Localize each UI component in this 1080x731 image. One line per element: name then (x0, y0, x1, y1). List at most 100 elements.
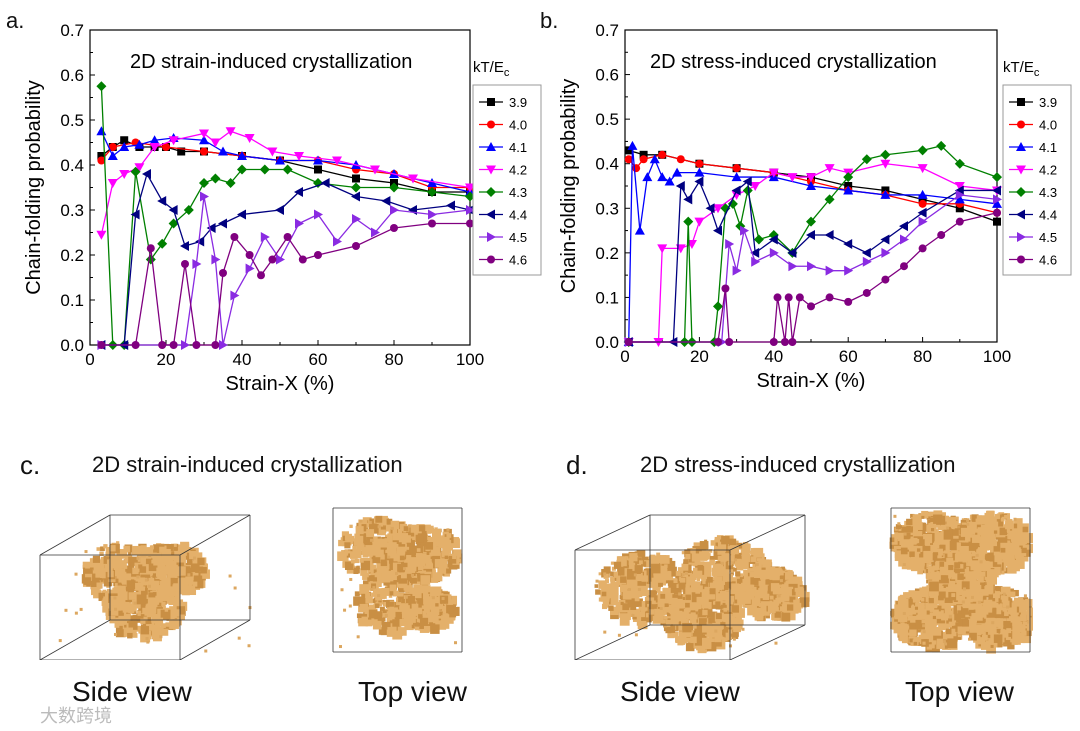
crystal-voxel (91, 573, 100, 582)
crystal-voxel (702, 624, 710, 633)
crystal-voxel (649, 609, 655, 615)
crystal-voxel (189, 550, 198, 560)
crystal-voxel (422, 570, 427, 574)
crystal-voxel (699, 551, 709, 561)
crystal-voxel (721, 553, 730, 561)
crystal-voxel (433, 572, 443, 582)
crystal-voxel (685, 642, 695, 652)
crystal-voxel (418, 525, 426, 532)
data-point (642, 172, 653, 182)
crystal-voxel (1025, 544, 1033, 553)
crystal-voxel (173, 564, 178, 570)
crystal-voxel (774, 611, 781, 618)
crystal-voxel (146, 608, 156, 618)
crystal-voxel (103, 544, 108, 549)
crystal-voxel (424, 586, 429, 592)
crystal-voxel (652, 584, 661, 593)
crystal-voxel (118, 585, 126, 593)
crystal-voxel (652, 615, 661, 624)
crystal-voxel (721, 535, 730, 545)
crystal-voxel (663, 615, 668, 620)
crystal-speck (114, 607, 118, 611)
crystal-voxel (123, 613, 131, 622)
crystal-voxel (1006, 528, 1010, 533)
crystal-speck (720, 561, 724, 565)
data-point (145, 254, 156, 265)
series-4.3 (623, 140, 1002, 347)
crystal-voxel (595, 589, 601, 595)
crystal-voxel (700, 569, 711, 580)
crystal-voxel (662, 569, 668, 574)
crystal-voxel (924, 636, 929, 641)
data-point (192, 341, 201, 349)
crystal-voxel (715, 613, 722, 620)
crystal-voxel (695, 588, 701, 594)
crystal-voxel (697, 548, 704, 555)
crystal-voxel (605, 583, 613, 591)
y-tick-label: 0.5 (60, 111, 84, 130)
crystal-voxel (716, 535, 724, 542)
crystal-voxel (641, 575, 648, 582)
data-point (219, 340, 228, 350)
crystal-voxel (386, 629, 395, 637)
crystal-voxel (616, 583, 620, 587)
crystal-voxel (909, 629, 917, 637)
data-point (352, 174, 360, 183)
crystal-voxel (389, 604, 395, 610)
crystal-voxel (132, 545, 142, 556)
data-point (844, 297, 853, 306)
crystal-speck (390, 526, 394, 530)
legend-label: 4.1 (509, 140, 527, 155)
crystal-voxel (157, 576, 161, 581)
crystal-voxel (438, 569, 443, 575)
crystal-voxel (648, 590, 656, 598)
crystal-voxel (931, 640, 937, 645)
crystal-voxel (720, 581, 729, 591)
data-point (954, 185, 964, 196)
crystal-speck (733, 558, 737, 562)
data-point (731, 185, 741, 196)
data-point (861, 247, 871, 258)
crystal-voxel (894, 604, 902, 612)
crystal-voxel (416, 607, 423, 614)
data-point (294, 152, 304, 161)
crystal-voxel (610, 580, 616, 586)
legend-label: 4.3 (509, 185, 527, 200)
crystal-voxel (149, 545, 154, 550)
data-point (881, 275, 890, 284)
crystal-voxel (389, 584, 397, 592)
crystal-speck (777, 594, 781, 598)
crystal-voxel (690, 587, 698, 595)
crystal-voxel (118, 558, 123, 563)
crystal-voxel (438, 543, 443, 548)
crystal-voxel (937, 555, 942, 560)
data-point (937, 231, 946, 240)
crystal-voxel (109, 545, 116, 552)
crystal-voxel (380, 529, 386, 535)
crystal-voxel (354, 533, 360, 540)
crystal-voxel (988, 525, 992, 529)
crystal-voxel (398, 528, 403, 534)
crystal-voxel (677, 600, 686, 609)
crystal-voxel (934, 530, 939, 535)
crystal-voxel (388, 601, 394, 607)
crystal-voxel (933, 514, 943, 524)
crystal-voxel (1000, 547, 1006, 553)
crystal-voxel (368, 575, 375, 582)
crystal-voxel (442, 562, 446, 567)
crystal-speck (387, 555, 391, 559)
crystal-voxel (959, 546, 969, 556)
crystal-voxel (90, 580, 99, 590)
data-point (862, 256, 872, 267)
crystal-voxel (168, 609, 174, 616)
crystal-voxel (103, 596, 110, 604)
crystal-speck (64, 608, 68, 612)
data-point (721, 284, 730, 293)
series-4.4 (623, 176, 1001, 347)
crystal-voxel (159, 582, 168, 591)
crystal-voxel (685, 587, 694, 596)
crystal-voxel (141, 587, 148, 595)
crystal-voxel (399, 555, 405, 561)
crystal-voxel (913, 641, 918, 646)
crystal-voxel (723, 607, 728, 612)
